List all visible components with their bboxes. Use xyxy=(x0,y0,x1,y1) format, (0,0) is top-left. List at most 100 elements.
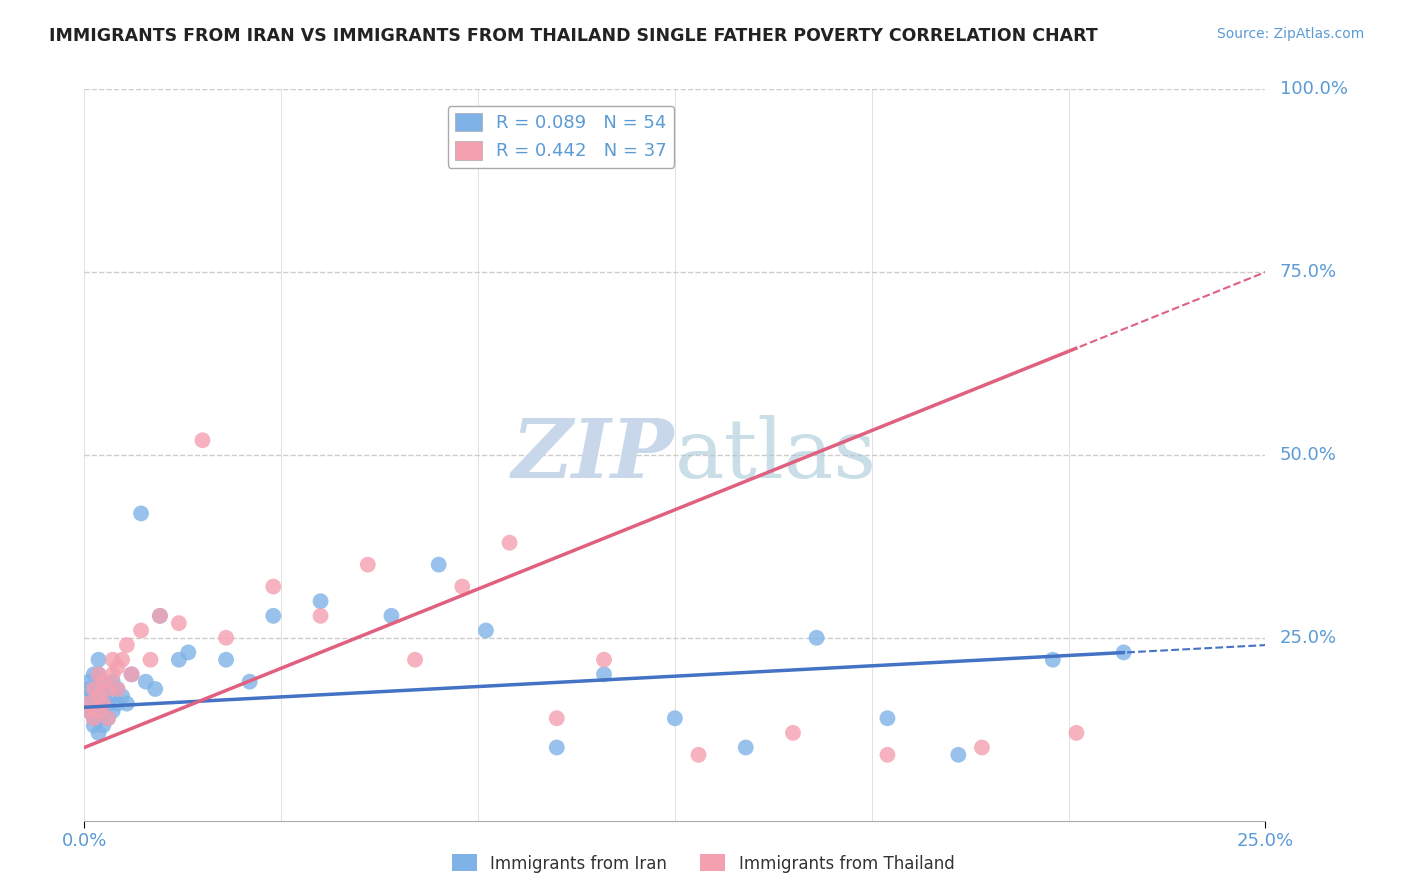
Point xyxy=(83,690,105,704)
Point xyxy=(111,690,134,704)
Point xyxy=(734,740,756,755)
Point xyxy=(262,608,284,623)
Point xyxy=(121,667,143,681)
Point xyxy=(309,594,332,608)
Text: atlas: atlas xyxy=(675,415,877,495)
Point xyxy=(876,711,898,725)
Point xyxy=(782,726,804,740)
Legend: R = 0.089   N = 54, R = 0.442   N = 37: R = 0.089 N = 54, R = 0.442 N = 37 xyxy=(447,105,675,168)
Point xyxy=(191,434,214,448)
Point xyxy=(107,681,129,696)
Point xyxy=(91,697,114,711)
Point xyxy=(87,704,110,718)
Text: Source: ZipAtlas.com: Source: ZipAtlas.com xyxy=(1216,27,1364,41)
Point xyxy=(143,681,166,696)
Point xyxy=(83,681,105,696)
Point xyxy=(111,653,134,667)
Point xyxy=(83,667,105,681)
Point xyxy=(167,653,190,667)
Point xyxy=(167,616,190,631)
Point xyxy=(87,726,110,740)
Point xyxy=(91,674,114,689)
Point xyxy=(87,667,110,681)
Point xyxy=(404,653,426,667)
Point xyxy=(101,690,124,704)
Point xyxy=(83,718,105,732)
Point xyxy=(876,747,898,762)
Point xyxy=(97,711,120,725)
Point xyxy=(87,697,110,711)
Point xyxy=(97,711,120,725)
Point xyxy=(97,681,120,696)
Point xyxy=(498,535,520,549)
Point xyxy=(97,697,120,711)
Point xyxy=(83,681,105,696)
Point xyxy=(83,711,105,725)
Point xyxy=(91,718,114,732)
Point xyxy=(101,674,124,689)
Point xyxy=(1042,653,1064,667)
Point xyxy=(83,704,105,718)
Point xyxy=(87,653,110,667)
Point xyxy=(948,747,970,762)
Point xyxy=(87,711,110,725)
Point xyxy=(970,740,993,755)
Point xyxy=(101,704,124,718)
Text: IMMIGRANTS FROM IRAN VS IMMIGRANTS FROM THAILAND SINGLE FATHER POVERTY CORRELATI: IMMIGRANTS FROM IRAN VS IMMIGRANTS FROM … xyxy=(49,27,1098,45)
Point xyxy=(357,558,380,572)
Point xyxy=(309,608,332,623)
Point xyxy=(77,704,100,718)
Text: 50.0%: 50.0% xyxy=(1279,446,1337,464)
Point xyxy=(121,667,143,681)
Point xyxy=(593,653,616,667)
Point xyxy=(101,667,124,681)
Point xyxy=(107,681,129,696)
Point xyxy=(475,624,498,638)
Point xyxy=(87,667,110,681)
Point xyxy=(451,580,474,594)
Point xyxy=(380,608,402,623)
Point xyxy=(77,704,100,718)
Point xyxy=(101,653,124,667)
Point xyxy=(91,690,114,704)
Point xyxy=(239,674,262,689)
Point xyxy=(77,690,100,704)
Point xyxy=(262,580,284,594)
Text: 25.0%: 25.0% xyxy=(1279,629,1337,647)
Point xyxy=(593,667,616,681)
Point xyxy=(806,631,828,645)
Point xyxy=(177,645,200,659)
Text: 75.0%: 75.0% xyxy=(1279,263,1337,281)
Point xyxy=(91,674,114,689)
Point xyxy=(1066,726,1088,740)
Point xyxy=(546,711,568,725)
Point xyxy=(215,631,238,645)
Point xyxy=(83,711,105,725)
Point xyxy=(107,697,129,711)
Point xyxy=(149,608,172,623)
Point xyxy=(129,624,152,638)
Point xyxy=(115,638,138,652)
Point xyxy=(215,653,238,667)
Point xyxy=(91,704,114,718)
Point xyxy=(77,681,100,696)
Point xyxy=(87,681,110,696)
Point xyxy=(87,690,110,704)
Point xyxy=(688,747,710,762)
Point xyxy=(1112,645,1135,659)
Point xyxy=(77,697,100,711)
Point xyxy=(135,674,157,689)
Point xyxy=(107,660,129,674)
Point xyxy=(427,558,450,572)
Point xyxy=(129,507,152,521)
Point xyxy=(77,674,100,689)
Point xyxy=(139,653,162,667)
Legend: Immigrants from Iran, Immigrants from Thailand: Immigrants from Iran, Immigrants from Th… xyxy=(446,847,960,880)
Point xyxy=(664,711,686,725)
Point xyxy=(83,697,105,711)
Text: 100.0%: 100.0% xyxy=(1279,80,1347,98)
Point xyxy=(115,697,138,711)
Point xyxy=(97,681,120,696)
Point xyxy=(149,608,172,623)
Text: ZIP: ZIP xyxy=(512,415,675,495)
